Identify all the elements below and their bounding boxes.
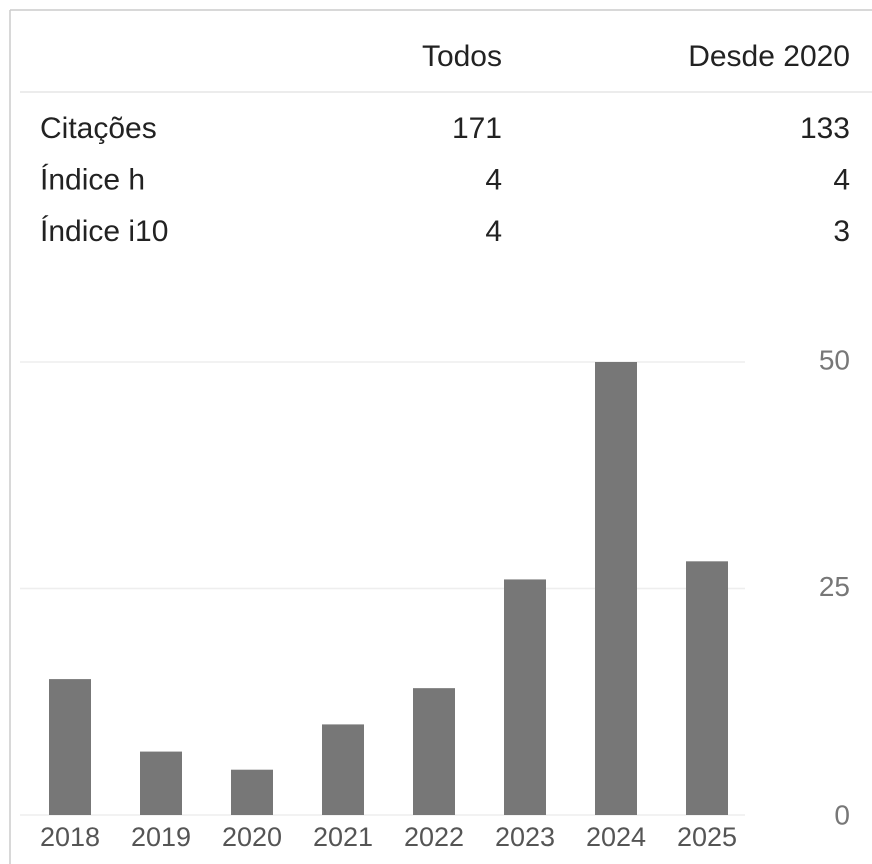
- row-label: Índice i10: [40, 215, 168, 248]
- cell-value: 3: [833, 215, 850, 248]
- y-tick-label: 50: [819, 344, 850, 375]
- x-tick-label: 2020: [222, 822, 282, 852]
- bar: [140, 751, 182, 815]
- bar: [231, 769, 273, 815]
- bar: [322, 724, 364, 815]
- y-tick-label: 25: [819, 571, 850, 602]
- y-tick-label: 0: [834, 799, 850, 830]
- cell-value: 4: [485, 215, 502, 248]
- cell-value: 171: [452, 112, 502, 145]
- x-tick-label: 2019: [131, 822, 191, 852]
- cell-value: 4: [485, 163, 502, 196]
- x-tick-label: 2018: [40, 822, 100, 852]
- bar: [595, 362, 637, 815]
- cell-value: 4: [833, 163, 850, 196]
- cell-value: 133: [800, 112, 850, 145]
- bar: [686, 561, 728, 815]
- bar: [49, 679, 91, 815]
- bar: [504, 579, 546, 815]
- bar: [413, 688, 455, 815]
- column-header: Todos: [422, 40, 502, 73]
- x-tick-label: 2022: [404, 822, 464, 852]
- x-tick-label: 2021: [313, 822, 373, 852]
- row-label: Citações: [40, 112, 157, 145]
- x-tick-label: 2024: [586, 822, 646, 852]
- x-tick-label: 2025: [677, 822, 737, 852]
- column-header: Desde 2020: [688, 40, 850, 73]
- row-label: Índice h: [40, 163, 145, 196]
- x-tick-label: 2023: [495, 822, 555, 852]
